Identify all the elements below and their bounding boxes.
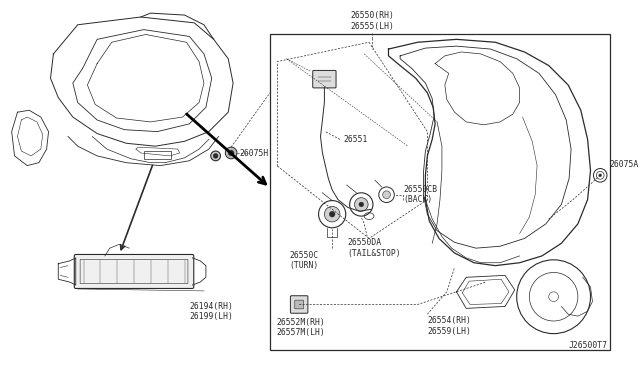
Text: 26075H: 26075H [240, 150, 269, 158]
Text: 26551: 26551 [344, 135, 368, 144]
Text: J26500T7: J26500T7 [568, 341, 607, 350]
Text: 26194(RH)
26199(LH): 26194(RH) 26199(LH) [189, 302, 233, 321]
Circle shape [599, 174, 602, 177]
Circle shape [324, 206, 340, 222]
Text: 26075A: 26075A [610, 160, 639, 169]
Text: 26550C
(TURN): 26550C (TURN) [289, 251, 319, 270]
Circle shape [228, 150, 234, 156]
Text: 26552M(RH)
26557M(LH): 26552M(RH) 26557M(LH) [277, 318, 326, 337]
Text: 26554(RH)
26559(LH): 26554(RH) 26559(LH) [428, 316, 471, 336]
FancyBboxPatch shape [291, 296, 308, 313]
FancyBboxPatch shape [74, 254, 194, 288]
Circle shape [225, 147, 237, 159]
FancyBboxPatch shape [295, 300, 303, 309]
Text: 26550(RH)
26555(LH): 26550(RH) 26555(LH) [350, 11, 394, 31]
Circle shape [355, 198, 368, 211]
FancyBboxPatch shape [313, 70, 336, 88]
Circle shape [383, 191, 390, 199]
Text: 26550CB
(BACK): 26550CB (BACK) [403, 185, 437, 205]
Text: 26550DA
(TAIL&STOP): 26550DA (TAIL&STOP) [348, 238, 401, 258]
Circle shape [329, 211, 335, 217]
Circle shape [213, 154, 218, 158]
Circle shape [211, 151, 220, 161]
Bar [144, 151, 171, 159]
Bar [270, 35, 610, 350]
Circle shape [359, 202, 364, 207]
